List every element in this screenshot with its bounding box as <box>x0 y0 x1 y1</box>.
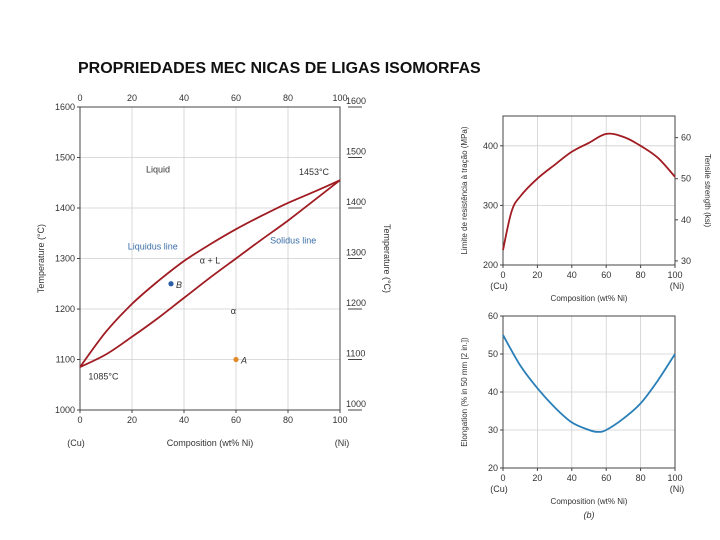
chart1-series-2-line <box>79 179 341 368</box>
chart2-y-tick-label: 300 <box>483 200 498 210</box>
chart1-x-end-label-ni: (Ni) <box>335 438 350 448</box>
chart2-x-tick-label: 20 <box>532 270 542 280</box>
chart3-x-end-label-ni: (Ni) <box>670 484 685 494</box>
chart3-y-tick-label: 60 <box>488 311 498 321</box>
chart2-x-tick-label: 80 <box>636 270 646 280</box>
chart3-y-tick-label: 30 <box>488 425 498 435</box>
chart1-y-tick-label-right: 1100 <box>346 349 365 359</box>
chart3-xlabel: Composition (wt% Ni) <box>551 497 628 506</box>
chart2-y-tick-label-right: 60 <box>681 133 691 143</box>
chart2-y-tick-label-right: 30 <box>681 256 691 266</box>
chart1-x-tick-label-top: 40 <box>179 93 189 103</box>
chart3-x-tick-label: 60 <box>601 473 611 483</box>
chart1-x-tick-label: 40 <box>179 415 189 425</box>
chart2-ylabel-right: Tensile strength (ksi) <box>703 154 712 228</box>
chart1-x-tick-label: 60 <box>231 415 241 425</box>
chart1-y-tick-label-right: 1000 <box>346 399 366 409</box>
chart1-x-tick-label: 100 <box>332 415 347 425</box>
chart2-x-tick-label: 100 <box>667 270 682 280</box>
chart2-y-tick-label: 200 <box>483 260 498 270</box>
chart1-x-tick-label-top: 0 <box>77 93 82 103</box>
chart3-y-tick-label: 20 <box>488 463 498 473</box>
chart1-y-tick-label-right: 1600 <box>346 96 366 106</box>
chart1-y-tick-label: 1000 <box>55 405 75 415</box>
chart1-annotation-2: 1453°C <box>299 167 330 177</box>
chart1-y-tick-label: 1300 <box>55 254 75 264</box>
chart1-series-1-line <box>79 179 341 368</box>
chart1-ylabel: Temperature (°C) <box>36 224 46 293</box>
chart1-x-tick-label: 20 <box>127 415 137 425</box>
chart1-y-tick-label-right: 1300 <box>346 248 366 258</box>
chart1-annotation-3: Liquidus line <box>128 241 178 251</box>
chart2-x-end-label-cu: (Cu) <box>490 281 508 291</box>
chart1-x-tick-label: 80 <box>283 415 293 425</box>
chart1-y-tick-label: 1500 <box>55 153 75 163</box>
chart1-y-tick-label: 1600 <box>55 102 75 112</box>
chart1-annotation-7: 1085°C <box>88 372 119 382</box>
chart3-x-tick-label: 100 <box>667 473 682 483</box>
chart1-y-tick-label: 1100 <box>56 355 75 365</box>
chart1-y-tick-label: 1200 <box>55 304 75 314</box>
chart3-ylabel: Elongation (% in 50 mm [2 in.]) <box>460 337 469 447</box>
chart2-x-tick-label: 0 <box>500 270 505 280</box>
chart1-y-tick-label-right: 1200 <box>346 298 366 308</box>
chart1-point-b <box>168 281 174 287</box>
chart1-annotation-1: Liquid <box>146 165 170 175</box>
chart1-annotation-5: α + L <box>200 256 220 266</box>
chart2-x-tick-label: 60 <box>601 270 611 280</box>
chart2-xlabel: Composition (wt% Ni) <box>551 294 628 303</box>
chart1-point-a <box>233 356 239 363</box>
chart3-x-tick-label: 80 <box>636 473 646 483</box>
chart1-annotation-6: α <box>231 306 236 316</box>
chart1-x-end-label-cu: (Cu) <box>67 438 85 448</box>
chart1-x-tick-label-top: 20 <box>127 93 137 103</box>
chart2-y-tick-label-right: 50 <box>681 174 691 184</box>
chart3-x-end-label-cu: (Cu) <box>490 484 508 494</box>
chart1-y-tick-label-right: 1500 <box>346 147 366 157</box>
chart1-y-tick-label: 1400 <box>55 203 75 213</box>
chart1-x-tick-label: 0 <box>77 415 82 425</box>
chart2-x-end-label-ni: (Ni) <box>670 281 685 291</box>
chart3-x-tick-label: 0 <box>500 473 505 483</box>
chart2-frame <box>502 115 676 266</box>
chart3-x-tick-label: 20 <box>532 473 542 483</box>
chart2-y-tick-label-right: 40 <box>681 215 691 225</box>
chart3-caption: (b) <box>584 510 595 520</box>
chart1-x-tick-label-top: 80 <box>283 93 293 103</box>
chart3-x-tick-label: 40 <box>567 473 577 483</box>
chart1-annotation-4: Solidus line <box>270 235 316 245</box>
chart1-point-label-a: A <box>240 356 247 366</box>
chart2-ylabel: Limite de resistência à tração (MPa) <box>460 126 469 254</box>
chart1-x-tick-label-top: 60 <box>231 93 241 103</box>
chart1-point-label-b: B <box>176 280 182 290</box>
chart3-series-1-line <box>502 334 676 433</box>
chart1-ylabel-right: Temperature (°C) <box>382 224 392 293</box>
chart2-x-tick-label: 40 <box>567 270 577 280</box>
chart2-y-tick-label: 400 <box>483 141 498 151</box>
chart1-y-tick-label-right: 1400 <box>346 197 366 207</box>
chart2-series-1-line <box>502 132 676 251</box>
chart1-x-tick-label-top: 100 <box>332 93 347 103</box>
chart3-y-tick-label: 40 <box>488 387 498 397</box>
slide-title: PROPRIEDADES MEC NICAS DE LIGAS ISOMORFA… <box>78 60 481 77</box>
chart3-y-tick-label: 50 <box>488 349 498 359</box>
chart1-xlabel: Composition (wt% Ni) <box>167 438 254 448</box>
